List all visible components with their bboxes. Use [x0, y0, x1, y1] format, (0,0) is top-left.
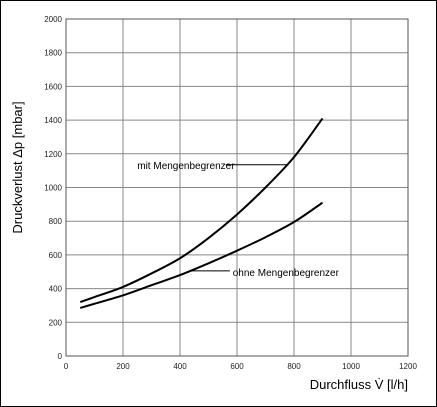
x-tick-label: 0 — [64, 362, 69, 371]
annotation-mit-mengenbegrenzer: mit Mengenbegrenzer — [137, 161, 235, 172]
y-tick-label: 1400 — [44, 116, 62, 125]
annotation-ohne-mengenbegrenzer: ohne Mengenbegrenzer — [233, 268, 340, 279]
plot-border — [65, 18, 409, 357]
x-axis-title: Durchfluss V̇ [l/h] — [310, 377, 408, 392]
x-tick-label: 800 — [287, 362, 301, 371]
grid-lines — [65, 18, 409, 357]
y-tick-label: 2000 — [44, 15, 62, 24]
y-tick-label: 1800 — [44, 49, 62, 58]
y-tick-label: 600 — [49, 251, 63, 260]
y-axis-title: Druckverlust Δp [mbar] — [10, 101, 25, 233]
x-tick-labels: 0 200 400 600 800 1000 1200 — [64, 362, 418, 371]
x-tick-label: 600 — [230, 362, 244, 371]
x-tick-label: 1000 — [342, 362, 360, 371]
y-tick-label: 1200 — [44, 150, 62, 159]
y-tick-label: 800 — [49, 217, 63, 226]
annotations: mit Mengenbegrenzer ohne Mengenbegrenzer — [137, 161, 339, 279]
y-tick-label: 200 — [49, 318, 63, 327]
y-tick-label: 1600 — [44, 82, 62, 91]
y-tick-labels: 0 200 400 600 800 1000 1200 1400 1600 1800 2000 — [44, 15, 62, 361]
series-line-ohne-mengenbegrenzer — [79, 201, 324, 309]
x-tick-label: 1200 — [399, 362, 417, 371]
y-tick-label: 1000 — [44, 184, 62, 193]
x-tick-label: 200 — [116, 362, 130, 371]
x-tick-label: 400 — [173, 362, 187, 371]
y-tick-label: 400 — [49, 285, 63, 294]
series-line-mit-mengenbegrenzer — [79, 117, 324, 304]
y-tick-label: 0 — [58, 352, 63, 361]
series-lines — [79, 117, 324, 309]
